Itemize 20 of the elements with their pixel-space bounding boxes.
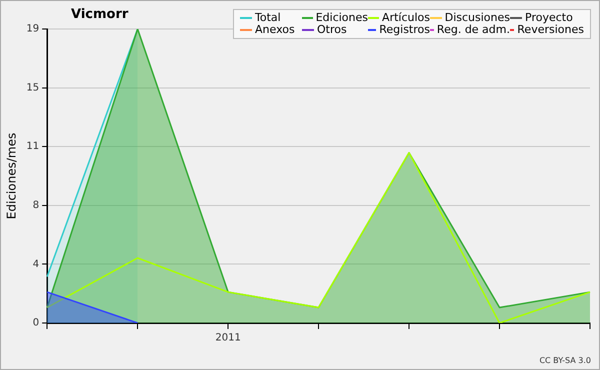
legend-label: Reg. de adm. (436, 23, 510, 36)
legend-label: Registros (379, 23, 430, 36)
legend-label: Reversiones (517, 23, 584, 36)
chart-title: Vicmorr (71, 7, 128, 22)
y-tick-label: 0 (32, 318, 40, 329)
legend-label: Otros (317, 23, 347, 36)
y-axis-title: Ediciones/mes (4, 132, 18, 220)
y-tick-label: 4 (32, 258, 40, 270)
y-tick-label: 8 (32, 200, 40, 211)
y-tick-label: 11 (26, 141, 40, 152)
x-tick-label: 2011 (215, 332, 241, 344)
legend-label: Proyecto (525, 11, 573, 24)
legend-label: Discusiones (444, 11, 510, 24)
text: CC BY-SA 3.0 (539, 356, 591, 365)
legend-label: Anexos (255, 23, 295, 36)
legend-label: Ediciones (316, 11, 368, 24)
legend-label: Artículos (382, 11, 430, 24)
legend-label: Total (255, 11, 281, 24)
y-tick-label: 15 (26, 82, 40, 94)
y-tick-label: 19 (26, 24, 40, 35)
